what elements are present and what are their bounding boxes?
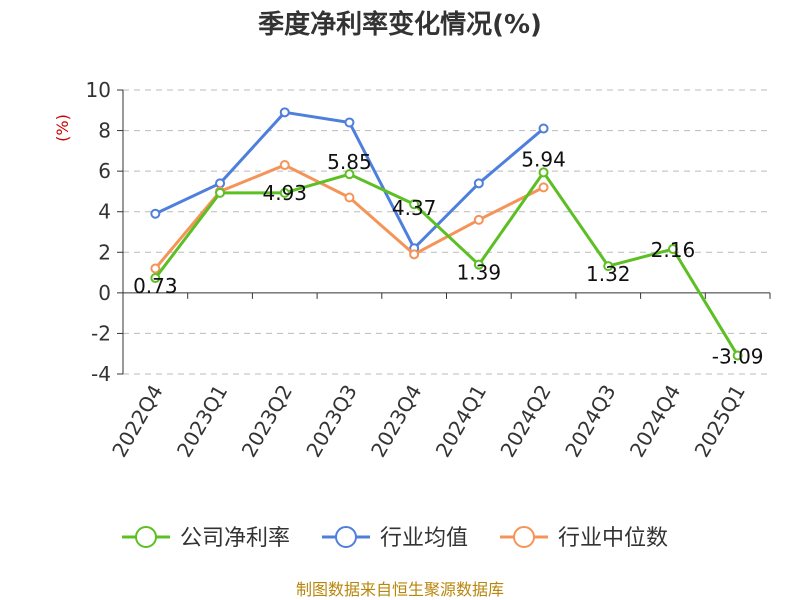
legend: 公司净利率 行业均值 行业中位数 <box>122 526 668 551</box>
data-label: -3.09 <box>712 345 764 369</box>
data-point <box>344 117 355 128</box>
y-axis-label: (%) <box>53 114 72 142</box>
data-labels: 0.73 4.93 5.85 4.37 1.39 5.94 1.32 2.16 -3.09 <box>133 147 763 368</box>
legend-label: 公司净利率 <box>180 526 290 551</box>
data-point <box>409 249 420 260</box>
axes <box>117 89 771 375</box>
series-line <box>154 170 739 357</box>
data-point <box>344 169 355 180</box>
legend-marker <box>513 526 535 548</box>
legend-item-2: 行业中位数 <box>500 526 668 551</box>
data-point <box>150 208 161 219</box>
x-tick-label: 2022Q4 <box>107 381 167 462</box>
y-tick-label: 8 <box>98 119 111 143</box>
data-label: 0.73 <box>133 274 178 298</box>
x-tick-label: 2024Q1 <box>431 381 491 462</box>
series-line <box>154 110 545 250</box>
data-point <box>667 244 678 255</box>
data-point <box>150 273 161 284</box>
legend-marker <box>135 526 157 548</box>
y-tick-label: -4 <box>91 362 111 386</box>
data-label: 4.93 <box>262 181 307 205</box>
data-label: 4.37 <box>392 196 437 220</box>
y-tick-label: -2 <box>91 321 111 345</box>
data-label: 5.94 <box>521 147 566 171</box>
x-tick-label: 2023Q1 <box>172 381 232 462</box>
series-1 <box>150 107 549 254</box>
x-tick-label: 2023Q2 <box>237 381 297 462</box>
data-point <box>473 259 484 270</box>
data-point <box>538 182 549 193</box>
data-point <box>279 107 290 118</box>
data-point <box>473 214 484 225</box>
data-point <box>215 187 226 198</box>
data-point <box>473 178 484 189</box>
legend-label: 行业中位数 <box>558 526 668 551</box>
grid-lines <box>123 89 770 375</box>
data-point <box>603 261 614 272</box>
y-tick-label: 2 <box>98 240 111 264</box>
data-point <box>344 192 355 203</box>
legend-item-0: 公司净利率 <box>122 526 290 551</box>
x-tick-label: 2024Q4 <box>625 381 685 462</box>
data-point <box>732 350 743 361</box>
source-note: 制图数据来自恒生聚源数据库 <box>296 580 504 599</box>
series-0 <box>150 167 743 361</box>
data-label: 2.16 <box>651 238 696 262</box>
legend-label: 行业均值 <box>380 526 468 551</box>
data-label: 1.39 <box>457 261 502 285</box>
y-tick-label: 6 <box>98 159 111 183</box>
y-tick-label: 10 <box>86 78 111 102</box>
x-tick-label: 2024Q3 <box>560 381 620 462</box>
legend-marker <box>335 526 357 548</box>
data-point <box>409 199 420 210</box>
y-tick-label: 0 <box>98 281 111 305</box>
data-point <box>538 167 549 178</box>
x-tick-labels: 2022Q4 2023Q1 2023Q2 2023Q3 2023Q4 2024Q1 2024… <box>107 381 750 462</box>
x-tick-label: 2023Q4 <box>366 381 426 462</box>
data-label: 1.32 <box>586 262 631 286</box>
chart-title: 季度净利率变化情况(%) <box>258 9 542 40</box>
data-point <box>538 123 549 134</box>
legend-item-1: 行业均值 <box>322 526 468 551</box>
y-tick-label: 4 <box>98 200 111 224</box>
x-tick-label: 2025Q1 <box>690 381 750 462</box>
data-point <box>150 263 161 274</box>
data-point <box>215 178 226 189</box>
data-label: 5.85 <box>327 150 372 174</box>
x-tick-label: 2023Q3 <box>301 381 361 462</box>
data-point <box>279 160 290 171</box>
data-point <box>279 187 290 198</box>
y-tick-labels: -4 -2 0 2 4 6 8 10 <box>86 78 111 386</box>
x-tick-label: 2024Q2 <box>495 381 555 462</box>
series-group <box>150 107 743 361</box>
